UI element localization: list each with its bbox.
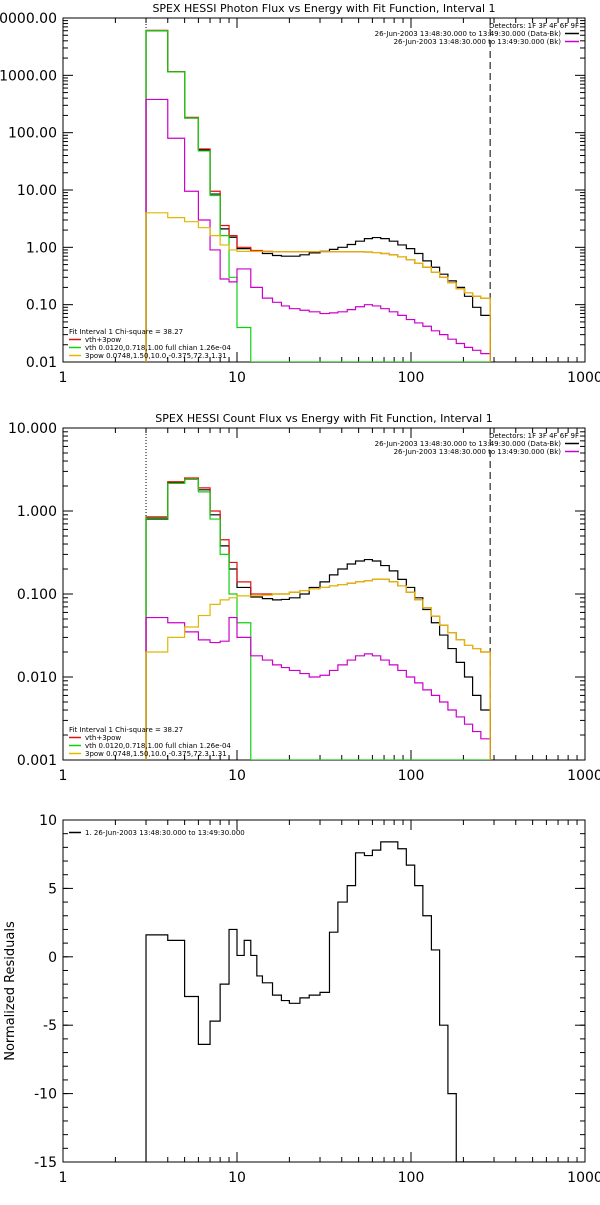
x-tick-label: 100: [398, 768, 425, 784]
x-tick-label: 1000: [567, 370, 600, 386]
series-line-2: [145, 477, 491, 760]
series-group: [145, 477, 491, 760]
header-line: 26-Jun-2003 13:48:30.000 to 13:49:30.000…: [375, 440, 562, 448]
series-line-4: [145, 98, 491, 362]
legend-title: Fit Interval 1 Chi-square = 38.27: [69, 726, 183, 734]
x-tick-label: 10: [228, 1170, 246, 1186]
y-tick-label: -15: [34, 1155, 57, 1171]
series-line-2: [145, 29, 491, 362]
legend-label: vth 0.0120,0.718,1.00 full chian 1.26e-0…: [85, 742, 231, 750]
y-tick-label: 10.00: [17, 183, 57, 199]
series-line-5: [145, 212, 491, 362]
x-tick-label: 1: [59, 768, 68, 784]
series-group: [145, 29, 491, 362]
legend-label: vth 0.0120,0.718,1.00 full chian 1.26e-0…: [85, 344, 231, 352]
y-tick-label: -10: [34, 1087, 57, 1103]
y-tick-label: 0.01: [26, 355, 57, 371]
x-tick-label: 100: [398, 370, 425, 386]
legend-label: 3pow 0.0748,1.50,10.0,-0.375,72.3,1.31: [85, 750, 227, 758]
legend-label: 3pow 0.0748,1.50,10.0,-0.375,72.3,1.31: [85, 352, 227, 360]
x-tick-label: 10: [228, 370, 246, 386]
y-axis-label: Normalized Residuals: [3, 921, 18, 1061]
y-tick-label: 10.000: [8, 421, 57, 437]
legend-label: vth+3pow: [85, 734, 121, 742]
y-tick-label: 0.100: [17, 587, 57, 603]
chart-panel-2: SPEX HESSI Count Flux vs Energy with Fit…: [8, 412, 600, 784]
y-tick-label: 100.00: [8, 126, 57, 142]
x-tick-label: 1: [59, 1170, 68, 1186]
y-tick-label: 0.10: [26, 298, 57, 314]
y-tick-label: 1000.00: [0, 68, 57, 84]
chart-panel-3: 1 10 100 1000 -15 -10 -5 0 5 10 Normalized Residua…: [3, 813, 600, 1186]
series-group: [145, 841, 491, 1162]
plot-frame: [62, 427, 586, 761]
series-line-3: [145, 478, 491, 760]
y-tick-label: 1.00: [26, 240, 57, 256]
header-line: 26-Jun-2003 13:48:30.000 to 13:49:30.000…: [375, 30, 562, 38]
header-line: 26-Jun-2003 13:48:30.000 to 13:49:30.000…: [394, 448, 562, 456]
y-tick-label: 1.000: [17, 504, 57, 520]
series-line-1: [145, 30, 491, 362]
x-tick-label: 100: [398, 1170, 425, 1186]
series-line-5: [145, 578, 491, 760]
header-line: Detectors: 1F 3F 4F 6F 9F: [489, 432, 579, 440]
chart-title: SPEX HESSI Photon Flux vs Energy with Fi…: [152, 2, 495, 15]
legend-label: 1. 26-Jun-2003 13:48:30.000 to 13:49:30.…: [85, 829, 245, 837]
legend-title: Fit Interval 1 Chi-square = 38.27: [69, 328, 183, 336]
chart-panel-1: SPEX HESSI Photon Flux vs Energy with Fi…: [0, 2, 600, 386]
header-line: 26-Jun-2003 13:48:30.000 to 13:49:30.000…: [394, 38, 562, 46]
y-tick-label: 10: [39, 813, 57, 829]
y-tick-label: 0.010: [17, 670, 57, 686]
chart-title: SPEX HESSI Count Flux vs Energy with Fit…: [155, 412, 492, 425]
x-tick-label: 1000: [567, 1170, 600, 1186]
series-line-1: [145, 478, 491, 760]
plot-frame: [62, 17, 586, 363]
y-tick-label: 5: [48, 881, 57, 897]
y-tick-label: 0: [48, 950, 57, 966]
plot-frame: [62, 819, 586, 1163]
y-tick-label: -5: [43, 1018, 57, 1034]
x-tick-label: 10: [228, 768, 246, 784]
header-line: Detectors: 1F 3F 4F 6F 9F: [489, 22, 579, 30]
x-tick-label: 1: [59, 370, 68, 386]
x-tick-label: 1000: [567, 768, 600, 784]
series-line-1: [145, 841, 491, 1162]
vertical-markers: [145, 18, 491, 362]
series-line-4: [145, 616, 491, 760]
series-line-3: [145, 30, 491, 362]
legend-label: vth+3pow: [85, 336, 121, 344]
y-tick-label: 0.001: [17, 753, 57, 769]
